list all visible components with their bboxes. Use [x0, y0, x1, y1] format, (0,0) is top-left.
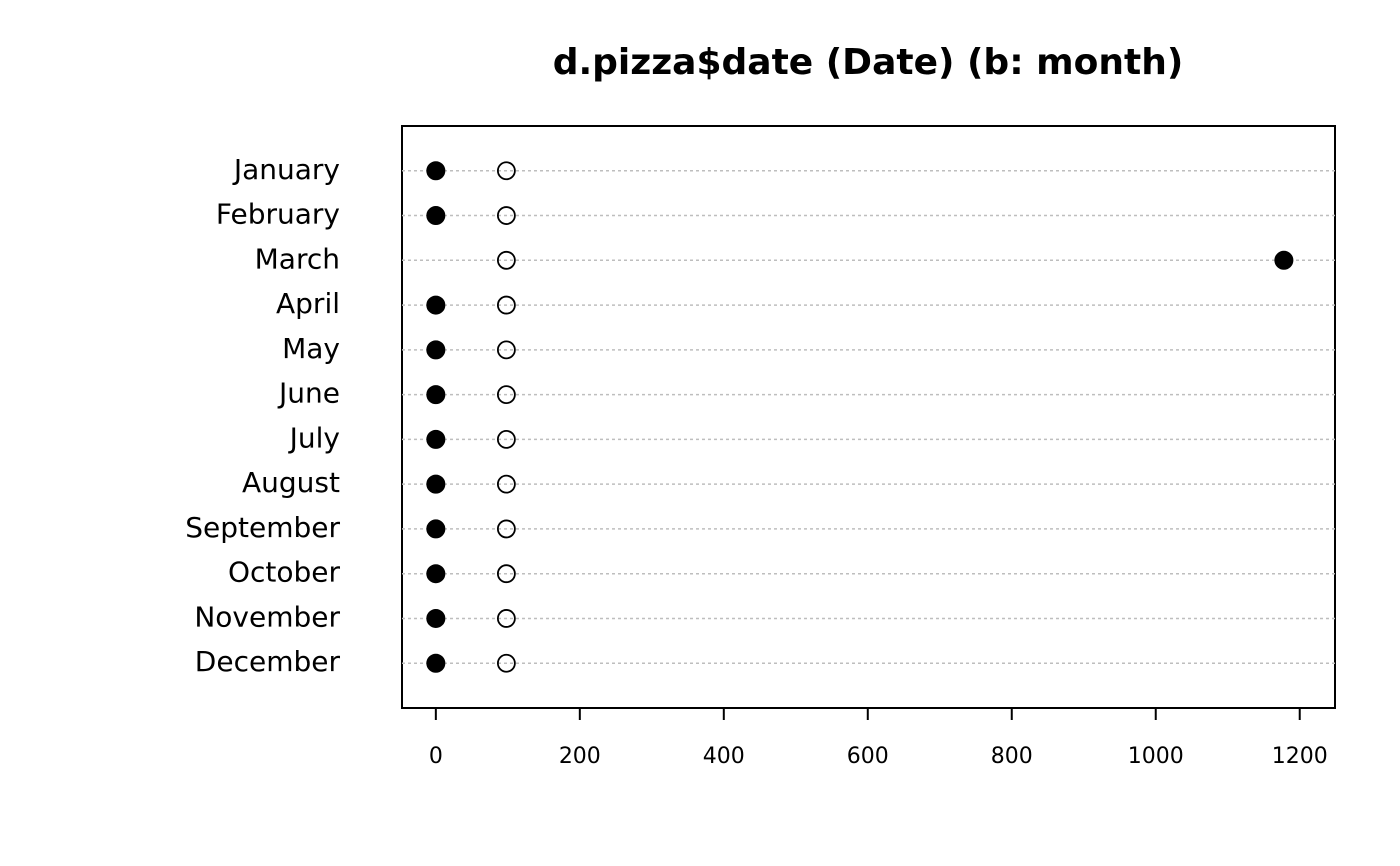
- y-tick-label: May: [282, 332, 340, 365]
- dot: [496, 340, 516, 360]
- dot: [496, 519, 516, 539]
- dot: [496, 474, 516, 494]
- x-tick-label: 0: [429, 744, 443, 769]
- y-tick-label: September: [185, 511, 340, 544]
- dot: [1274, 250, 1294, 270]
- y-tick-label: January: [232, 153, 340, 186]
- dot: [426, 340, 446, 360]
- dot: [496, 250, 516, 270]
- dot: [426, 385, 446, 405]
- x-tick-label: 200: [559, 744, 601, 769]
- y-tick-label: July: [288, 421, 340, 454]
- dot: [426, 519, 446, 539]
- y-tick-label: February: [216, 198, 340, 231]
- dot: [426, 608, 446, 628]
- dot: [496, 653, 516, 673]
- y-tick-label: November: [194, 600, 340, 633]
- x-tick-label: 600: [847, 744, 889, 769]
- x-tick-label: 1200: [1272, 744, 1328, 769]
- dot: [426, 653, 446, 673]
- plot-frame: [401, 125, 1336, 709]
- chart-title: d.pizza$date (Date) (b: month): [553, 42, 1184, 83]
- y-tick-label: August: [242, 466, 340, 499]
- x-tick-label: 400: [703, 744, 745, 769]
- dot: [426, 474, 446, 494]
- dot: [496, 161, 516, 181]
- y-tick-label: April: [276, 287, 340, 320]
- y-tick-label: October: [228, 556, 341, 589]
- dot: [426, 161, 446, 181]
- dot: [426, 564, 446, 584]
- x-tick-label: 800: [991, 744, 1033, 769]
- dot: [426, 295, 446, 315]
- dot: [496, 609, 516, 628]
- y-tick-label: June: [277, 377, 340, 410]
- y-tick-label: December: [195, 645, 341, 678]
- dot: [426, 206, 446, 226]
- dot: [496, 429, 516, 449]
- dot: [426, 429, 446, 449]
- y-tick-label: March: [255, 242, 340, 275]
- x-tick-label: 1000: [1128, 744, 1184, 769]
- dot: [496, 206, 516, 225]
- dot: [496, 385, 516, 405]
- dot: [496, 295, 516, 315]
- dot: [496, 564, 516, 584]
